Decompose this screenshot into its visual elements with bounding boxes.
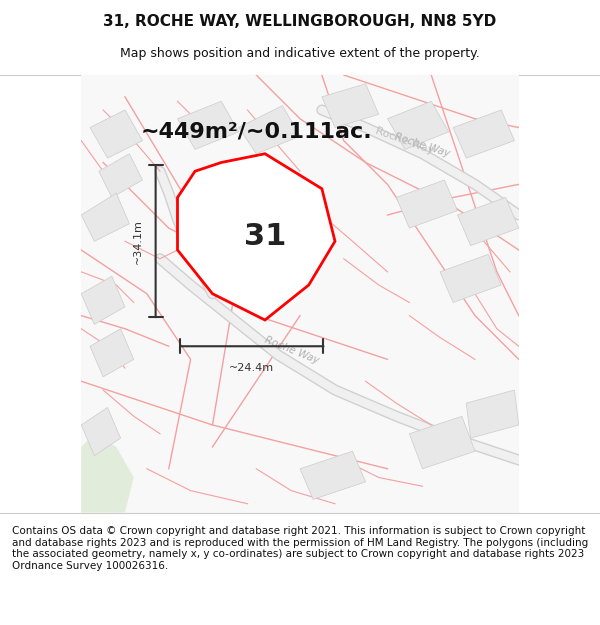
Polygon shape (81, 276, 125, 324)
Polygon shape (90, 329, 134, 377)
Text: 31: 31 (244, 222, 286, 251)
Polygon shape (81, 434, 134, 512)
Polygon shape (81, 193, 130, 241)
Polygon shape (178, 101, 239, 149)
Polygon shape (458, 198, 519, 246)
Text: 31, ROCHE WAY, WELLINGBOROUGH, NN8 5YD: 31, ROCHE WAY, WELLINGBOROUGH, NN8 5YD (103, 14, 497, 29)
Text: ~449m²/~0.111ac.: ~449m²/~0.111ac. (140, 122, 372, 142)
Text: Roche Way: Roche Way (394, 131, 452, 159)
Polygon shape (178, 154, 335, 320)
Polygon shape (388, 101, 449, 149)
Polygon shape (409, 416, 475, 469)
Text: ~24.4m: ~24.4m (229, 363, 274, 373)
Text: Roche Wa
y: Roche Wa y (180, 204, 210, 252)
Polygon shape (239, 106, 300, 154)
Polygon shape (90, 110, 143, 158)
Polygon shape (440, 254, 501, 302)
Text: Contains OS data © Crown copyright and database right 2021. This information is : Contains OS data © Crown copyright and d… (12, 526, 588, 571)
Polygon shape (322, 84, 379, 127)
Polygon shape (453, 110, 514, 158)
Polygon shape (466, 390, 519, 438)
Polygon shape (99, 154, 143, 198)
Polygon shape (300, 451, 365, 499)
Polygon shape (81, 408, 121, 456)
Text: Roche Way: Roche Way (374, 126, 436, 156)
Polygon shape (204, 180, 300, 281)
Polygon shape (396, 180, 458, 228)
Text: ~34.1m: ~34.1m (133, 219, 143, 264)
Text: Roche Way: Roche Way (263, 335, 320, 366)
Text: Map shows position and indicative extent of the property.: Map shows position and indicative extent… (120, 48, 480, 61)
